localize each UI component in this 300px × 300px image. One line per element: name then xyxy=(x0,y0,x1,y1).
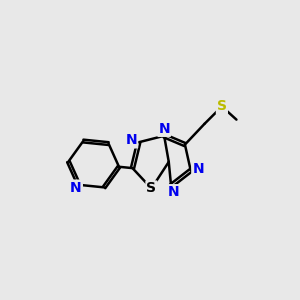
Text: N: N xyxy=(192,162,204,176)
Text: S: S xyxy=(217,100,227,113)
Text: N: N xyxy=(70,181,82,195)
Text: N: N xyxy=(125,134,137,147)
Text: S: S xyxy=(146,182,156,196)
Text: N: N xyxy=(158,122,170,136)
Text: N: N xyxy=(168,185,179,199)
